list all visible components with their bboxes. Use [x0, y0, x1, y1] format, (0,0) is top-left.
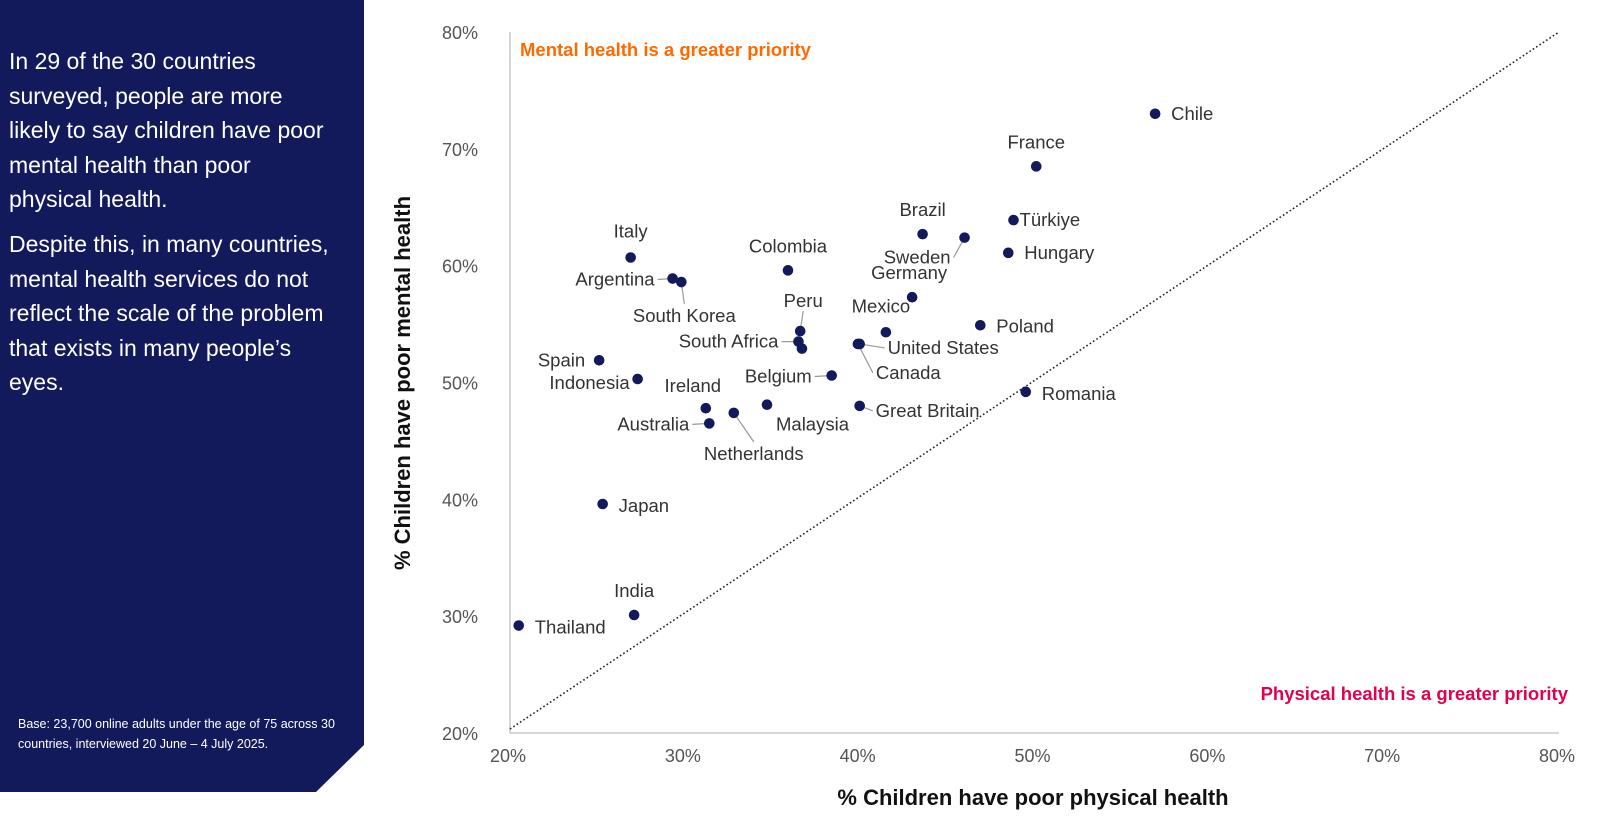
point-romania [1020, 386, 1032, 398]
point-label-france: France [1007, 131, 1065, 152]
point-label-united-states: United States [888, 337, 999, 358]
point-label-romania: Romania [1042, 383, 1117, 404]
y-tick-label: 20% [442, 724, 478, 744]
point-label-japan: Japan [619, 495, 669, 516]
mental-priority-annotation: Mental health is a greater priority [520, 39, 812, 60]
y-tick-label: 40% [442, 490, 478, 510]
point-label-germany: Germany [871, 262, 948, 283]
point-label-canada: Canada [876, 362, 942, 383]
point-label-south-korea: South Korea [633, 305, 737, 326]
physical-priority-annotation: Physical health is a greater priority [1261, 683, 1569, 704]
point-spain [593, 355, 605, 366]
point-label-south-africa: South Africa [679, 331, 779, 352]
y-tick-label: 60% [442, 257, 478, 277]
point-label-poland: Poland [996, 315, 1054, 336]
point-label-netherlands: Netherlands [704, 443, 804, 464]
point-label-colombia: Colombia [749, 235, 828, 256]
base-note: Base: 23,700 online adults under the age… [18, 717, 335, 751]
point-label-great-britain: Great Britain [876, 400, 980, 421]
point-peru [794, 325, 806, 337]
y-axis-title: % Children have poor mental health [390, 196, 415, 570]
point-label-malaysia: Malaysia [776, 414, 850, 435]
y-tick-label: 80% [442, 23, 478, 43]
point-great-britain [854, 400, 865, 412]
point-label-peru: Peru [784, 290, 823, 311]
x-axis-title: % Children have poor physical health [837, 785, 1228, 810]
point-label-india: India [614, 580, 655, 601]
point-argentina [667, 273, 678, 284]
point-netherlands [728, 407, 740, 419]
point-label-spain: Spain [538, 349, 585, 370]
y-tick-label: 70% [442, 140, 478, 160]
point-mexico [880, 326, 892, 338]
summary-panel: In 29 of the 30 countries surveyed, peop… [0, 0, 364, 792]
point-label-hungary: Hungary [1024, 242, 1095, 263]
point-label-argentina: Argentina [575, 269, 655, 290]
point-south-korea [676, 276, 687, 288]
point-france [1030, 161, 1042, 172]
x-tick-label: 50% [1014, 746, 1050, 766]
point-hungary [1002, 247, 1014, 259]
point-label-indonesia: Indonesia [549, 372, 630, 393]
point-brazil [917, 228, 928, 240]
point-label-t-rkiye: Türkiye [1020, 209, 1081, 230]
point-label-belgium: Belgium [745, 365, 812, 386]
point-germany [906, 291, 918, 303]
point-malaysia [761, 399, 773, 410]
point-label-thailand: Thailand [535, 617, 606, 638]
parity-reference-line [509, 31, 1560, 730]
x-tick-label: 40% [840, 746, 876, 766]
point-chile [1149, 108, 1161, 120]
summary-paragraph-2: Despite this, in many countries, mental … [9, 231, 329, 395]
point-japan [597, 498, 608, 510]
point-indonesia [632, 373, 643, 385]
point-label-brazil: Brazil [899, 199, 945, 220]
x-tick-label: 30% [665, 746, 701, 766]
y-tick-label: 50% [442, 374, 478, 394]
point-label-ireland: Ireland [665, 375, 722, 396]
point-label-chile: Chile [1171, 103, 1213, 124]
point-t-rkiye [1008, 214, 1019, 226]
point-thailand [513, 620, 525, 631]
point-poland [975, 319, 986, 331]
point-italy [625, 252, 636, 263]
x-tick-label: 70% [1364, 746, 1400, 766]
point-india [628, 609, 640, 621]
point-colombia [782, 265, 794, 276]
point-belgium [826, 370, 837, 381]
x-tick-label: 60% [1189, 746, 1225, 766]
x-tick-label: 20% [490, 746, 526, 766]
point-label-italy: Italy [614, 220, 649, 241]
point-australia [704, 418, 715, 429]
x-tick-label: 80% [1539, 746, 1575, 766]
leader-line-netherlands [733, 412, 755, 443]
point-label-mexico: Mexico [852, 295, 911, 316]
point-label-australia: Australia [617, 413, 690, 434]
point-unlabeled [796, 343, 808, 354]
summary-paragraph-1: In 29 of the 30 countries surveyed, peop… [9, 48, 324, 212]
point-canada [852, 338, 864, 350]
point-ireland [700, 402, 712, 414]
point-sweden [959, 232, 970, 243]
y-tick-label: 30% [442, 607, 478, 627]
point-label-sweden: Sweden [884, 247, 951, 268]
